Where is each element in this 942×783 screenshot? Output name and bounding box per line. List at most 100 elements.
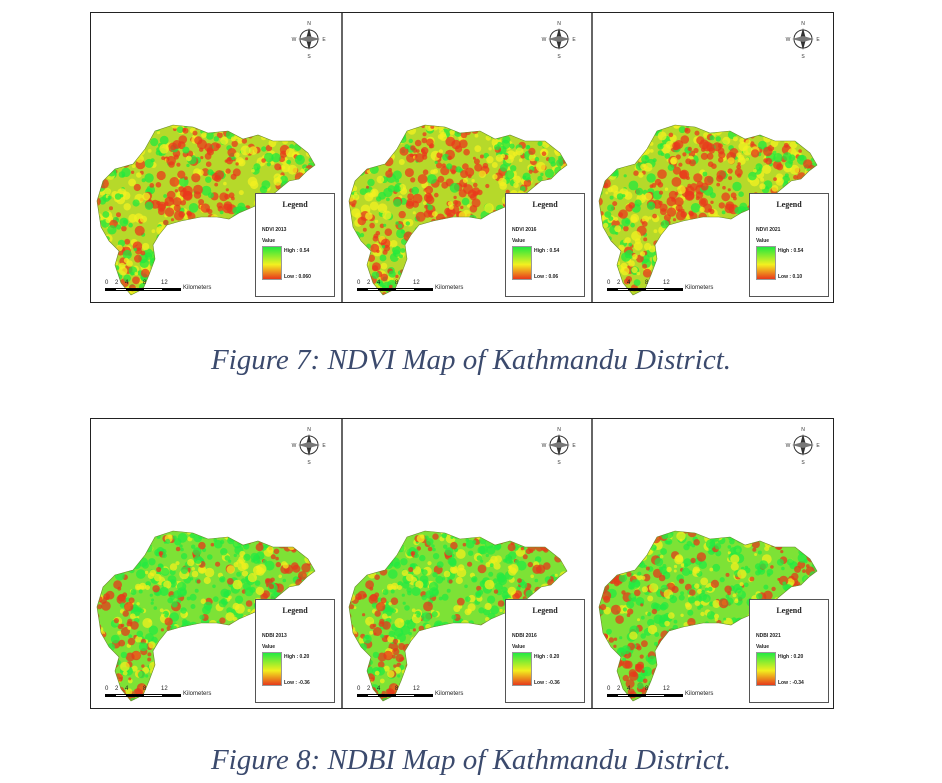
svg-text:E: E bbox=[572, 37, 576, 43]
svg-text:E: E bbox=[572, 443, 576, 449]
scale-bar: 0 2 4 8 12 Kilometers bbox=[607, 280, 727, 296]
scale-tick-label: 12 bbox=[413, 686, 420, 692]
svg-text:N: N bbox=[307, 21, 311, 27]
scale-tick-label: 4 bbox=[377, 280, 381, 286]
map-legend: Legend NDBI 2013 Value High : 0.20 Low :… bbox=[255, 599, 335, 703]
map-legend: Legend NDBI 2016 Value High : 0.20 Low :… bbox=[505, 599, 585, 703]
svg-text:S: S bbox=[557, 54, 561, 59]
map-panel-ndvi-2013: N S W E Legend NDVI 2013 Value High : 0.54 … bbox=[91, 13, 341, 302]
scale-tick-label: 4 bbox=[627, 686, 631, 692]
scale-tick-label: 12 bbox=[161, 686, 168, 692]
legend-value-label: Value bbox=[262, 644, 276, 650]
scale-unit: Kilometers bbox=[685, 691, 714, 697]
north-arrow-icon: N S W E bbox=[291, 19, 327, 60]
legend-title: Legend bbox=[776, 200, 802, 209]
scale-tick-label: 2 bbox=[115, 686, 119, 692]
legend-color-ramp bbox=[756, 652, 776, 686]
scale-tick-label: 4 bbox=[627, 280, 631, 286]
figure-8-caption: Figure 8: NDBI Map of Kathmandu District… bbox=[210, 744, 732, 776]
map-panel-ndbi-2016: N S W E Legend NDBI 2016 Value High : 0.20 … bbox=[341, 419, 591, 708]
scale-bar: 0 2 4 8 12 Kilometers bbox=[105, 280, 225, 296]
legend-color-ramp bbox=[262, 652, 282, 686]
scale-tick-label: 0 bbox=[607, 686, 611, 692]
map-legend: Legend NDVI 2021 Value High : 0.54 Low :… bbox=[749, 193, 829, 297]
district-map bbox=[96, 124, 316, 296]
svg-text:W: W bbox=[542, 443, 547, 449]
legend-color-ramp bbox=[512, 652, 532, 686]
legend-high: High : 0.54 bbox=[284, 248, 310, 254]
scale-tick-label: 2 bbox=[115, 280, 119, 286]
legend-value-label: Value bbox=[262, 238, 276, 244]
scale-tick-label: 2 bbox=[617, 280, 621, 286]
scale-tick-label: 4 bbox=[377, 686, 381, 692]
legend-low: Low : -0.36 bbox=[534, 680, 560, 686]
legend-high: High : 0.20 bbox=[284, 654, 310, 660]
svg-text:N: N bbox=[557, 21, 561, 27]
map-panel-ndbi-2013: N S W E Legend NDBI 2013 Value High : 0.20 … bbox=[91, 419, 341, 708]
svg-text:S: S bbox=[801, 54, 805, 59]
scale-tick-label: 0 bbox=[105, 280, 109, 286]
scale-unit: Kilometers bbox=[685, 285, 714, 291]
legend-layer-name: NDVI 2021 bbox=[756, 227, 781, 233]
scale-tick-label: 8 bbox=[645, 280, 649, 286]
svg-text:S: S bbox=[557, 460, 561, 465]
svg-text:N: N bbox=[557, 427, 561, 433]
legend-layer-name: NDVI 2016 bbox=[512, 227, 537, 233]
scale-tick-label: 8 bbox=[143, 280, 147, 286]
legend-low: Low : 0.06 bbox=[534, 274, 559, 280]
svg-text:W: W bbox=[292, 37, 297, 43]
map-panel-ndvi-2016: N S W E Legend NDVI 2016 Value High : 0.54 … bbox=[341, 13, 591, 302]
svg-text:W: W bbox=[292, 443, 297, 449]
legend-title: Legend bbox=[532, 606, 558, 615]
legend-high: High : 0.20 bbox=[778, 654, 804, 660]
scale-tick-label: 4 bbox=[125, 280, 129, 286]
legend-layer-name: NDBI 2016 bbox=[512, 633, 537, 639]
north-arrow-icon: N S W E bbox=[541, 19, 577, 60]
north-arrow-icon: N S W E bbox=[541, 425, 577, 466]
legend-low: Low : 0.10 bbox=[778, 274, 803, 280]
legend-title: Legend bbox=[532, 200, 558, 209]
svg-text:S: S bbox=[307, 460, 311, 465]
scale-tick-label: 8 bbox=[395, 280, 399, 286]
scale-unit: Kilometers bbox=[435, 285, 464, 291]
scale-unit: Kilometers bbox=[183, 285, 212, 291]
svg-text:W: W bbox=[786, 37, 791, 43]
scale-tick-label: 0 bbox=[607, 280, 611, 286]
legend-value-label: Value bbox=[512, 238, 526, 244]
svg-text:S: S bbox=[307, 54, 311, 59]
legend-low: Low : -0.34 bbox=[778, 680, 804, 686]
scale-bar: 0 2 4 8 12 Kilometers bbox=[105, 686, 225, 702]
map-legend: Legend NDVI 2013 Value High : 0.54 Low :… bbox=[255, 193, 335, 297]
scale-bar: 0 2 4 8 12 Kilometers bbox=[357, 686, 477, 702]
map-legend: Legend NDVI 2016 Value High : 0.54 Low :… bbox=[505, 193, 585, 297]
legend-value-label: Value bbox=[756, 644, 770, 650]
figure-7-ndvi-maps: N S W E Legend NDVI 2013 Value High : 0.54 … bbox=[90, 12, 834, 303]
scale-unit: Kilometers bbox=[435, 691, 464, 697]
svg-text:E: E bbox=[322, 37, 326, 43]
figure-8-ndbi-maps: N S W E Legend NDBI 2013 Value High : 0.20 … bbox=[90, 418, 834, 709]
svg-text:E: E bbox=[816, 37, 820, 43]
scale-tick-label: 12 bbox=[413, 280, 420, 286]
scale-bar: 0 2 4 8 12 Kilometers bbox=[607, 686, 727, 702]
scale-tick-label: 0 bbox=[105, 686, 109, 692]
legend-layer-name: NDBI 2013 bbox=[262, 633, 287, 639]
legend-color-ramp bbox=[756, 246, 776, 280]
north-arrow-icon: N S W E bbox=[785, 19, 821, 60]
svg-text:W: W bbox=[542, 37, 547, 43]
scale-tick-label: 4 bbox=[125, 686, 129, 692]
map-panel-ndvi-2021: N S W E Legend NDVI 2021 Value High : 0.54 … bbox=[591, 13, 835, 302]
district-map bbox=[348, 530, 568, 702]
scale-bar: 0 2 4 8 12 Kilometers bbox=[357, 280, 477, 296]
scale-tick-label: 8 bbox=[143, 686, 147, 692]
svg-text:E: E bbox=[322, 443, 326, 449]
scale-tick-label: 2 bbox=[617, 686, 621, 692]
map-legend: Legend NDBI 2021 Value High : 0.20 Low :… bbox=[749, 599, 829, 703]
svg-text:N: N bbox=[801, 21, 805, 27]
scale-tick-label: 0 bbox=[357, 686, 361, 692]
legend-low: Low : 0.060 bbox=[284, 274, 311, 280]
legend-layer-name: NDVI 2013 bbox=[262, 227, 287, 233]
scale-unit: Kilometers bbox=[183, 691, 212, 697]
